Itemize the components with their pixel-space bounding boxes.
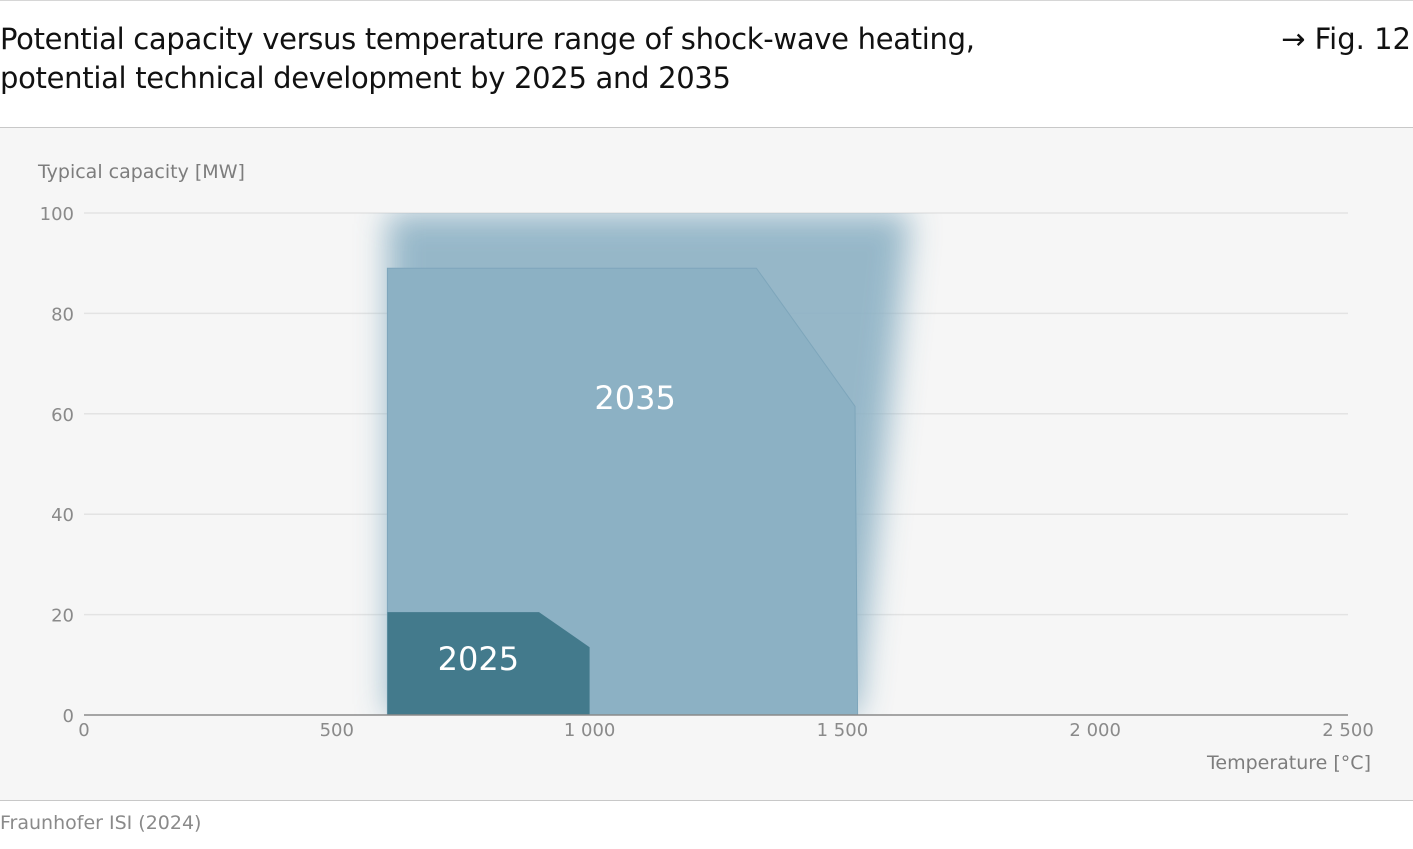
y-tick-label: 40 (51, 505, 74, 526)
figure-reference: → Fig. 12 (1281, 22, 1411, 56)
x-tick-label: 0 (78, 720, 89, 741)
x-tick-label: 1 000 (564, 720, 616, 741)
x-tick-label: 2 500 (1322, 720, 1374, 741)
x-axis-title: Temperature [°C] (1206, 752, 1371, 774)
x-tick-label: 1 500 (817, 720, 869, 741)
x-tick-label: 2 000 (1069, 720, 1121, 741)
area-label-2025: 2025 (438, 640, 519, 678)
source-note: Fraunhofer ISI (2024) (0, 812, 202, 834)
x-tick-label: 500 (320, 720, 354, 741)
y-axis-title: Typical capacity [MW] (37, 161, 245, 183)
title-line-2: potential technical development by 2025 … (0, 61, 731, 95)
y-tick-label: 100 (40, 204, 74, 225)
area-label-2035: 2035 (594, 379, 675, 417)
title-line-1: Potential capacity versus temperature ra… (0, 22, 975, 56)
y-tick-label: 60 (51, 405, 74, 426)
top-rule (0, 0, 1413, 1)
y-tick-label: 80 (51, 304, 74, 325)
figure-title: Potential capacity versus temperature ra… (0, 20, 1120, 98)
area-2025 (387, 612, 590, 715)
y-tick-label: 0 (63, 706, 74, 727)
y-tick-label: 20 (51, 606, 74, 627)
chart-panel: 0 20 40 60 80 100 0 500 1 000 1 500 2 000 2 500 Typi… (0, 127, 1413, 801)
